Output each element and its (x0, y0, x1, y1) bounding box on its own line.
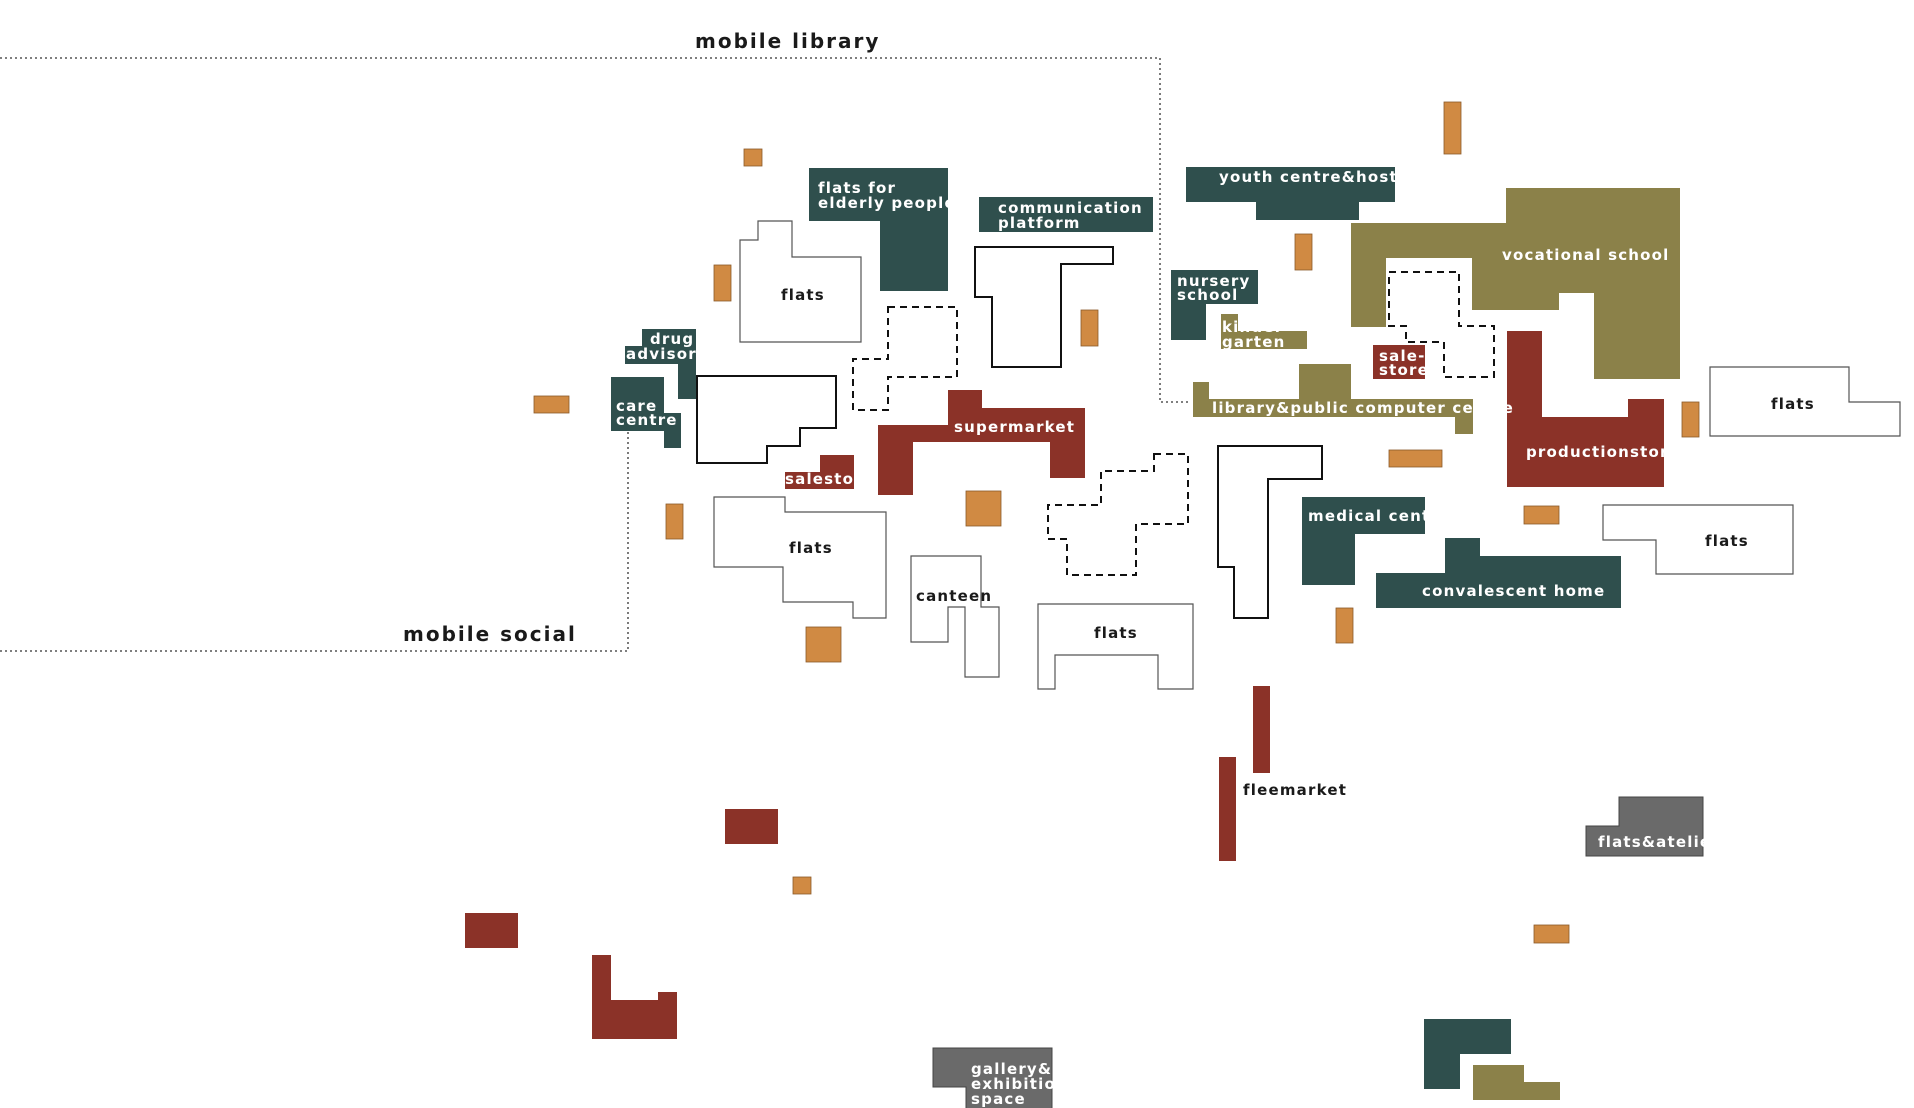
canteen-building (910, 555, 1000, 678)
orange-block (665, 503, 684, 540)
red-l-block (592, 955, 677, 1039)
productionstore-building (1507, 331, 1664, 487)
flats-label-a: flats (781, 286, 825, 304)
dashed-building-1 (852, 306, 958, 411)
orange-block (1335, 607, 1354, 644)
flats-for-elderly-building (809, 168, 948, 291)
vocational-school-label: vocational school (1502, 246, 1670, 264)
library-computer-centre-building (1193, 364, 1473, 434)
flats-label-e: flats (1705, 532, 1749, 550)
kindergarten-label-2: garten (1222, 333, 1285, 351)
drug-advisory-label-1: drug (650, 330, 694, 348)
mobile-library-label: mobile library (695, 29, 880, 53)
outline-building-3 (1217, 445, 1323, 619)
fleemarket-stall-1 (1253, 686, 1270, 773)
mobile-library-zone (0, 57, 1190, 403)
teal-building-bottom (1424, 1019, 1511, 1089)
flats-label-d: flats (1771, 395, 1815, 413)
flats-building-a (739, 220, 862, 343)
flats-atelier-label: flats&atelier (1598, 833, 1720, 851)
orange-block (1080, 309, 1099, 347)
red-block-2 (465, 913, 518, 948)
flats-for-elderly-label-2: elderly people (818, 194, 956, 212)
orange-blocks (533, 101, 1700, 944)
convalescent-home-label: convalescent home (1422, 582, 1605, 600)
orange-block (1533, 924, 1570, 944)
orange-block (713, 264, 732, 302)
olive-building-bottom (1473, 1065, 1560, 1100)
youth-centre-label: youth centre&hostel (1219, 168, 1416, 186)
orange-block (805, 626, 842, 663)
orange-block (1443, 101, 1462, 155)
gallery-building (932, 1047, 1053, 1108)
communication-label-1: communication (998, 199, 1143, 217)
orange-block (1388, 449, 1443, 468)
orange-block (792, 876, 812, 895)
nursery-label-2: school (1177, 286, 1238, 304)
flats-label-b: flats (789, 539, 833, 557)
drug-advisory-label-2: advisory (626, 345, 708, 363)
mobile-social-zone (0, 420, 629, 652)
care-centre-label-1: care (616, 397, 657, 415)
vocational-school-building (1351, 188, 1680, 379)
kindergarten-label-1: kinder- (1222, 318, 1291, 336)
care-centre-building (611, 377, 681, 448)
youth-centre-building (1186, 167, 1395, 220)
fleemarket-stall-2 (1219, 757, 1236, 861)
dashed-building-3 (1388, 271, 1495, 378)
supermarket-building (878, 390, 1085, 495)
orange-block (533, 395, 570, 414)
library-computer-label: library&public computer centre (1212, 399, 1514, 417)
outline-building-2 (974, 246, 1114, 368)
salestore-small-label-1: sale- (1379, 347, 1426, 365)
red-block-1 (725, 809, 778, 844)
convalescent-home-building (1376, 538, 1621, 608)
nursery-school-building (1171, 270, 1258, 340)
communication-platform-building (979, 197, 1153, 232)
orange-block (1523, 505, 1560, 525)
gallery-label-3: space (971, 1090, 1026, 1108)
gallery-label-2: exhibition- (971, 1075, 1075, 1093)
nursery-label-1: nursery (1177, 272, 1250, 290)
care-centre-label-2: centre (616, 411, 678, 429)
medical-centre-label: medical centre (1308, 507, 1450, 525)
salestore-small-label-2: store (1379, 361, 1429, 379)
medical-centre-building (1302, 497, 1425, 585)
orange-block (743, 148, 763, 167)
productionstore-label: productionstore (1526, 443, 1680, 461)
fleemarket-label: fleemarket (1243, 781, 1347, 799)
canteen-label: canteen (916, 587, 992, 605)
flats-for-elderly-label-1: flats for (818, 179, 896, 197)
kindergarten-building (1221, 314, 1307, 349)
drug-advisory-building (625, 329, 696, 399)
salestore-label: salestore (785, 470, 874, 488)
orange-block (1681, 401, 1700, 438)
flats-building-b (713, 496, 887, 619)
supermarket-label: supermarket (954, 418, 1075, 436)
flats-building-d (1709, 366, 1901, 437)
orange-block (965, 490, 1002, 527)
outline-building-1 (696, 375, 837, 464)
dashed-building-2 (1047, 453, 1189, 576)
flats-building-e (1602, 504, 1794, 575)
communication-label-2: platform (998, 214, 1081, 232)
salestore-building (785, 455, 854, 489)
orange-block (1294, 233, 1313, 271)
flats-label-c: flats (1094, 624, 1138, 642)
gallery-label-1: gallery& (971, 1060, 1052, 1078)
flats-atelier-building (1585, 796, 1704, 857)
flats-building-c (1037, 603, 1194, 690)
mobile-social-label: mobile social (403, 622, 577, 646)
sale-store-small-building (1373, 345, 1425, 379)
